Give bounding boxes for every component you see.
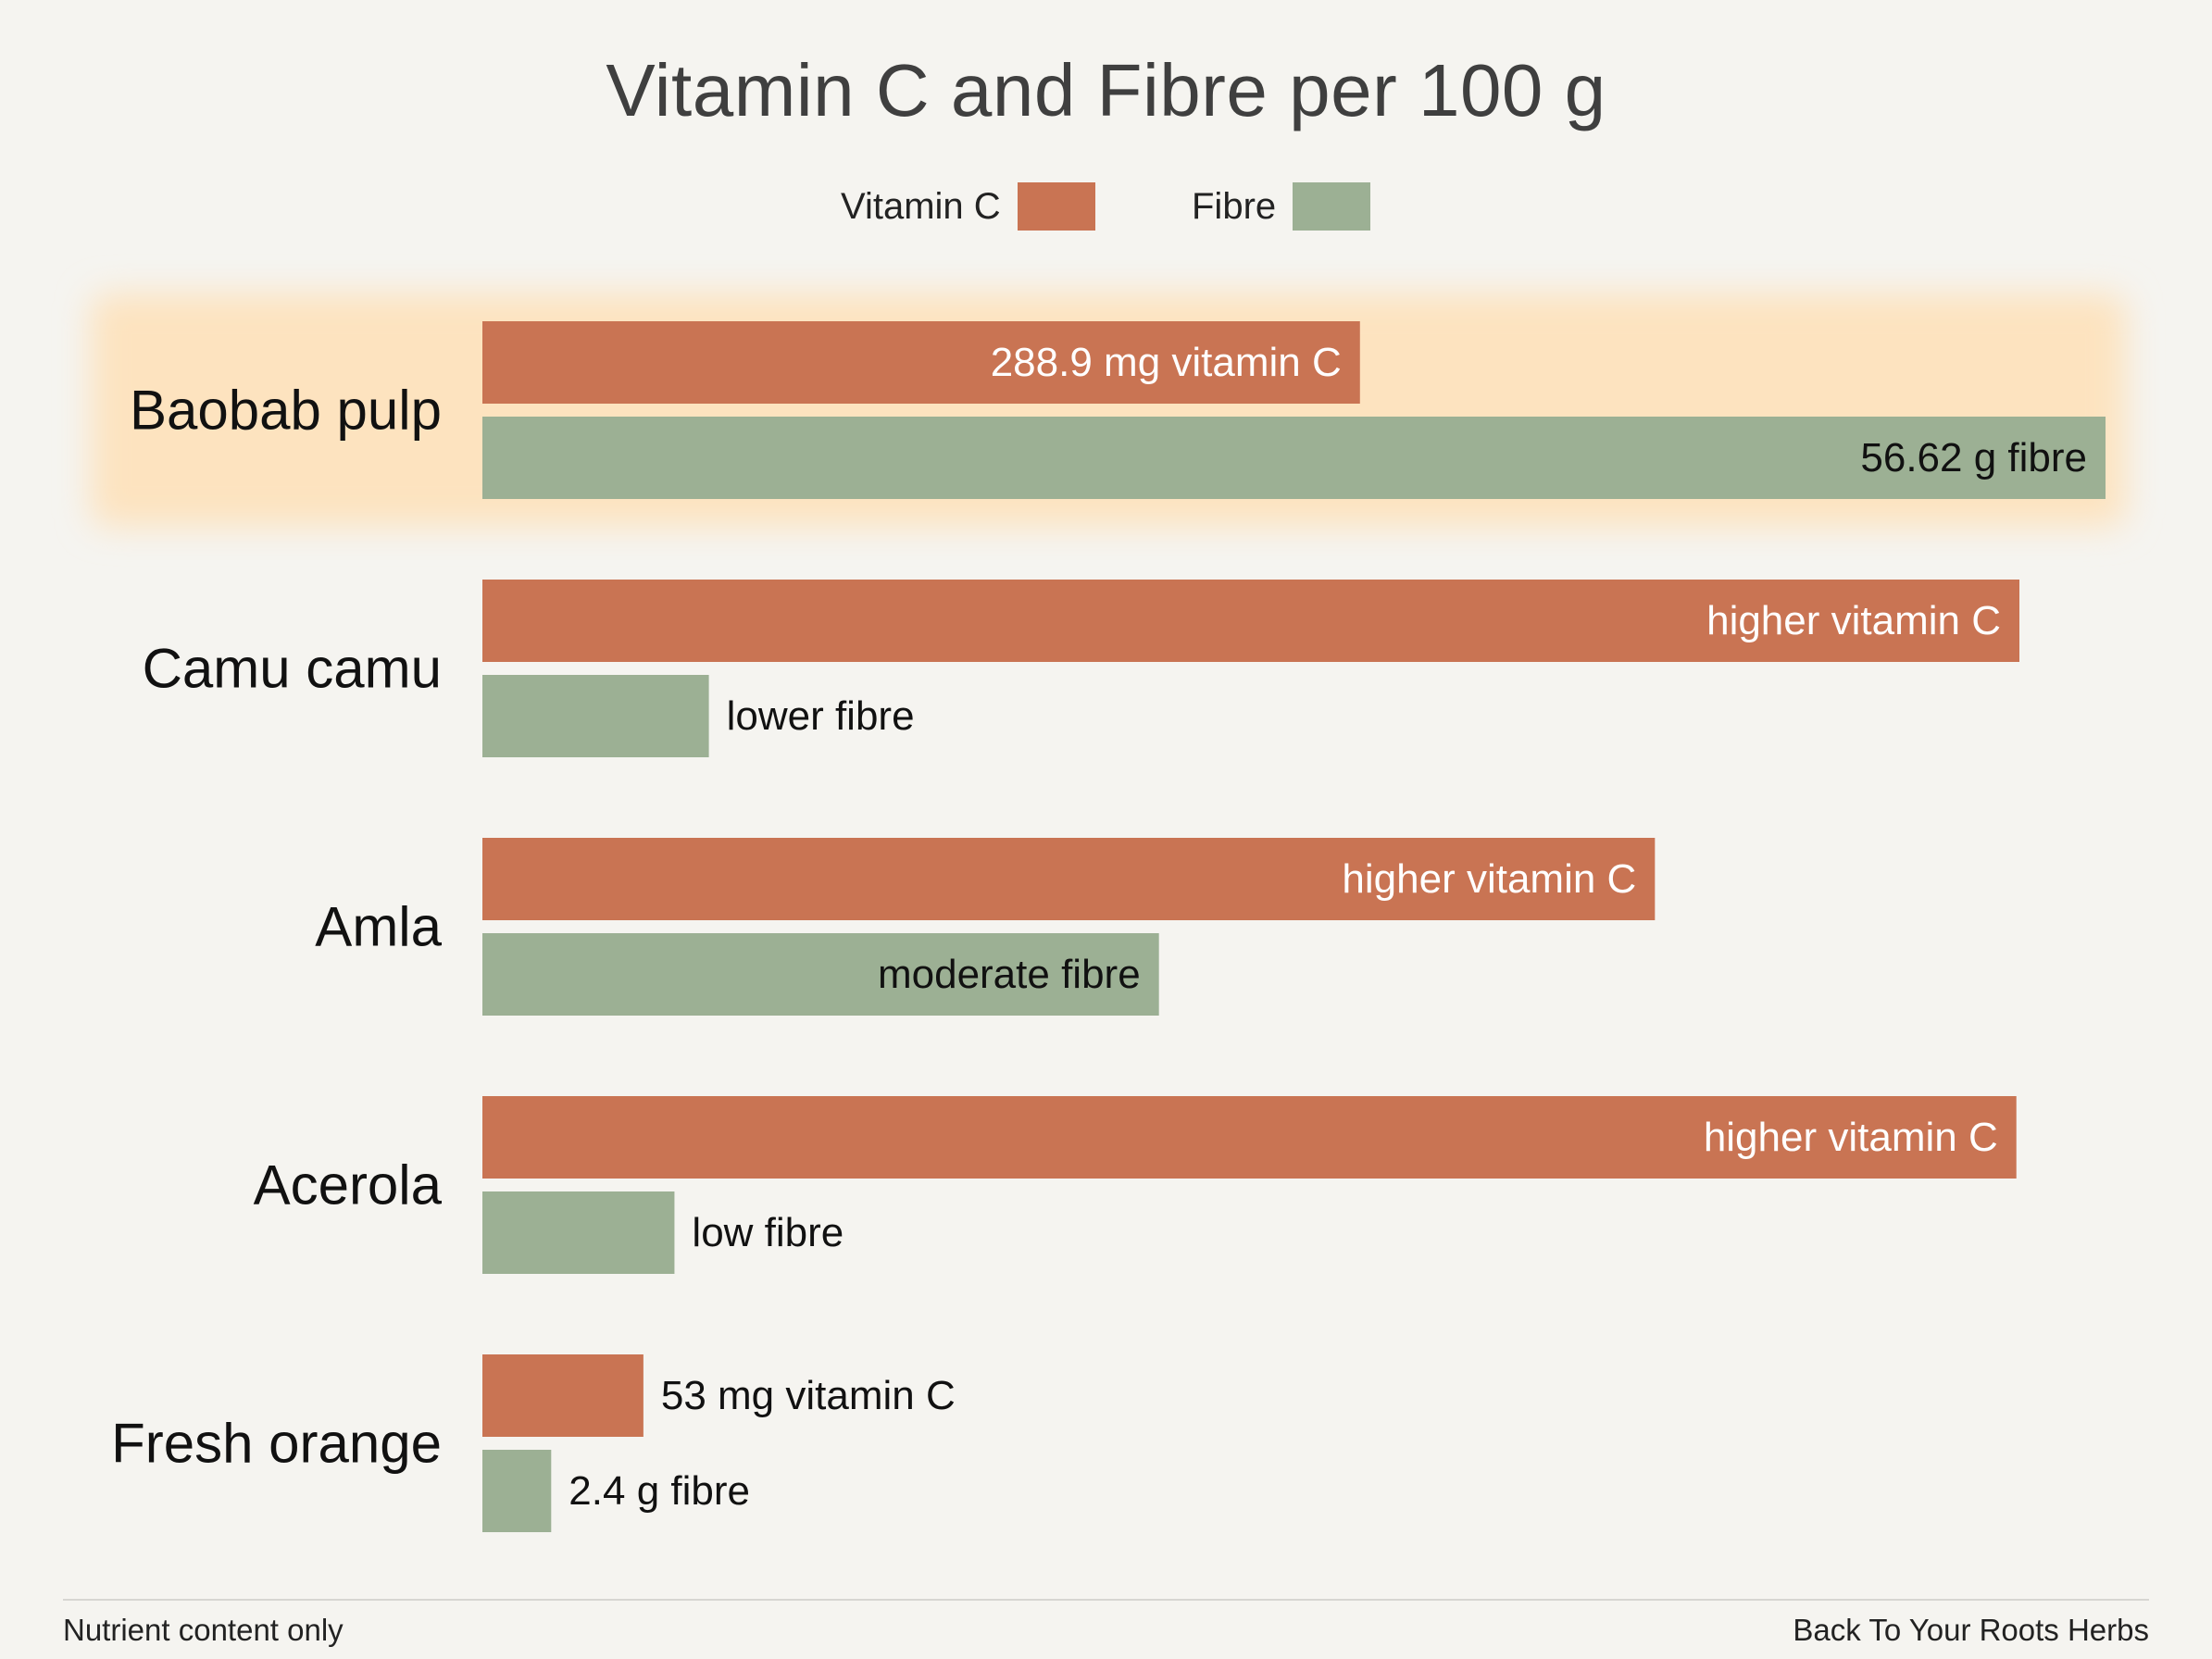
bar-fibre-amla bbox=[482, 933, 1159, 1016]
legend: Vitamin C Fibre bbox=[0, 179, 2212, 234]
data-label-vitamin-c-fresh-orange: 53 mg vitamin C bbox=[661, 1373, 956, 1418]
data-label-fibre-camu-camu: lower fibre bbox=[727, 693, 915, 739]
data-label-vitamin-c-camu-camu: higher vitamin C bbox=[1706, 598, 2001, 643]
bar-fibre-acerola bbox=[482, 1191, 675, 1274]
category-label-camu-camu: Camu camu bbox=[143, 638, 442, 700]
legend-label-vitamin-c: Vitamin C bbox=[841, 185, 1001, 227]
data-label-fibre-amla: moderate fibre bbox=[878, 952, 1141, 997]
bar-vitamin-c-baobab-pulp bbox=[482, 321, 1360, 404]
bar-fibre-camu-camu bbox=[482, 675, 709, 757]
data-label-vitamin-c-baobab-pulp: 288.9 mg vitamin C bbox=[991, 340, 1342, 385]
data-label-vitamin-c-acerola: higher vitamin C bbox=[1704, 1115, 1998, 1160]
data-label-fibre-acerola: low fibre bbox=[692, 1210, 844, 1255]
data-label-vitamin-c-amla: higher vitamin C bbox=[1342, 856, 1636, 902]
chart-title: Vitamin C and Fibre per 100 g bbox=[606, 49, 1606, 131]
legend-item-vitamin-c: Vitamin C bbox=[841, 179, 1095, 234]
bar-vitamin-c-camu-camu bbox=[482, 580, 2019, 662]
bar-vitamin-c-acerola bbox=[482, 1096, 2017, 1179]
category-label-baobab-pulp: Baobab pulp bbox=[130, 380, 442, 442]
bar-vitamin-c-amla bbox=[482, 838, 1656, 920]
legend-label-fibre: Fibre bbox=[1192, 185, 1277, 227]
footer-divider bbox=[63, 1599, 2149, 1601]
legend-swatch-fibre bbox=[1293, 182, 1371, 231]
category-label-acerola: Acerola bbox=[254, 1154, 443, 1216]
category-label-amla: Amla bbox=[315, 896, 442, 958]
data-label-fibre-fresh-orange: 2.4 g fibre bbox=[569, 1468, 750, 1514]
category-label-fresh-orange: Fresh orange bbox=[111, 1413, 442, 1475]
bar-fibre-fresh-orange bbox=[482, 1450, 552, 1532]
footer-source: Back To Your Roots Herbs bbox=[1793, 1613, 2149, 1647]
bar-vitamin-c-fresh-orange bbox=[482, 1354, 644, 1437]
data-label-fibre-baobab-pulp: 56.62 g fibre bbox=[1860, 435, 2087, 480]
bar-fibre-baobab-pulp bbox=[482, 417, 2106, 499]
footer-note: Nutrient content only bbox=[63, 1613, 344, 1647]
legend-swatch-vitamin-c bbox=[1017, 182, 1095, 231]
legend-item-fibre: Fibre bbox=[1192, 179, 1371, 234]
